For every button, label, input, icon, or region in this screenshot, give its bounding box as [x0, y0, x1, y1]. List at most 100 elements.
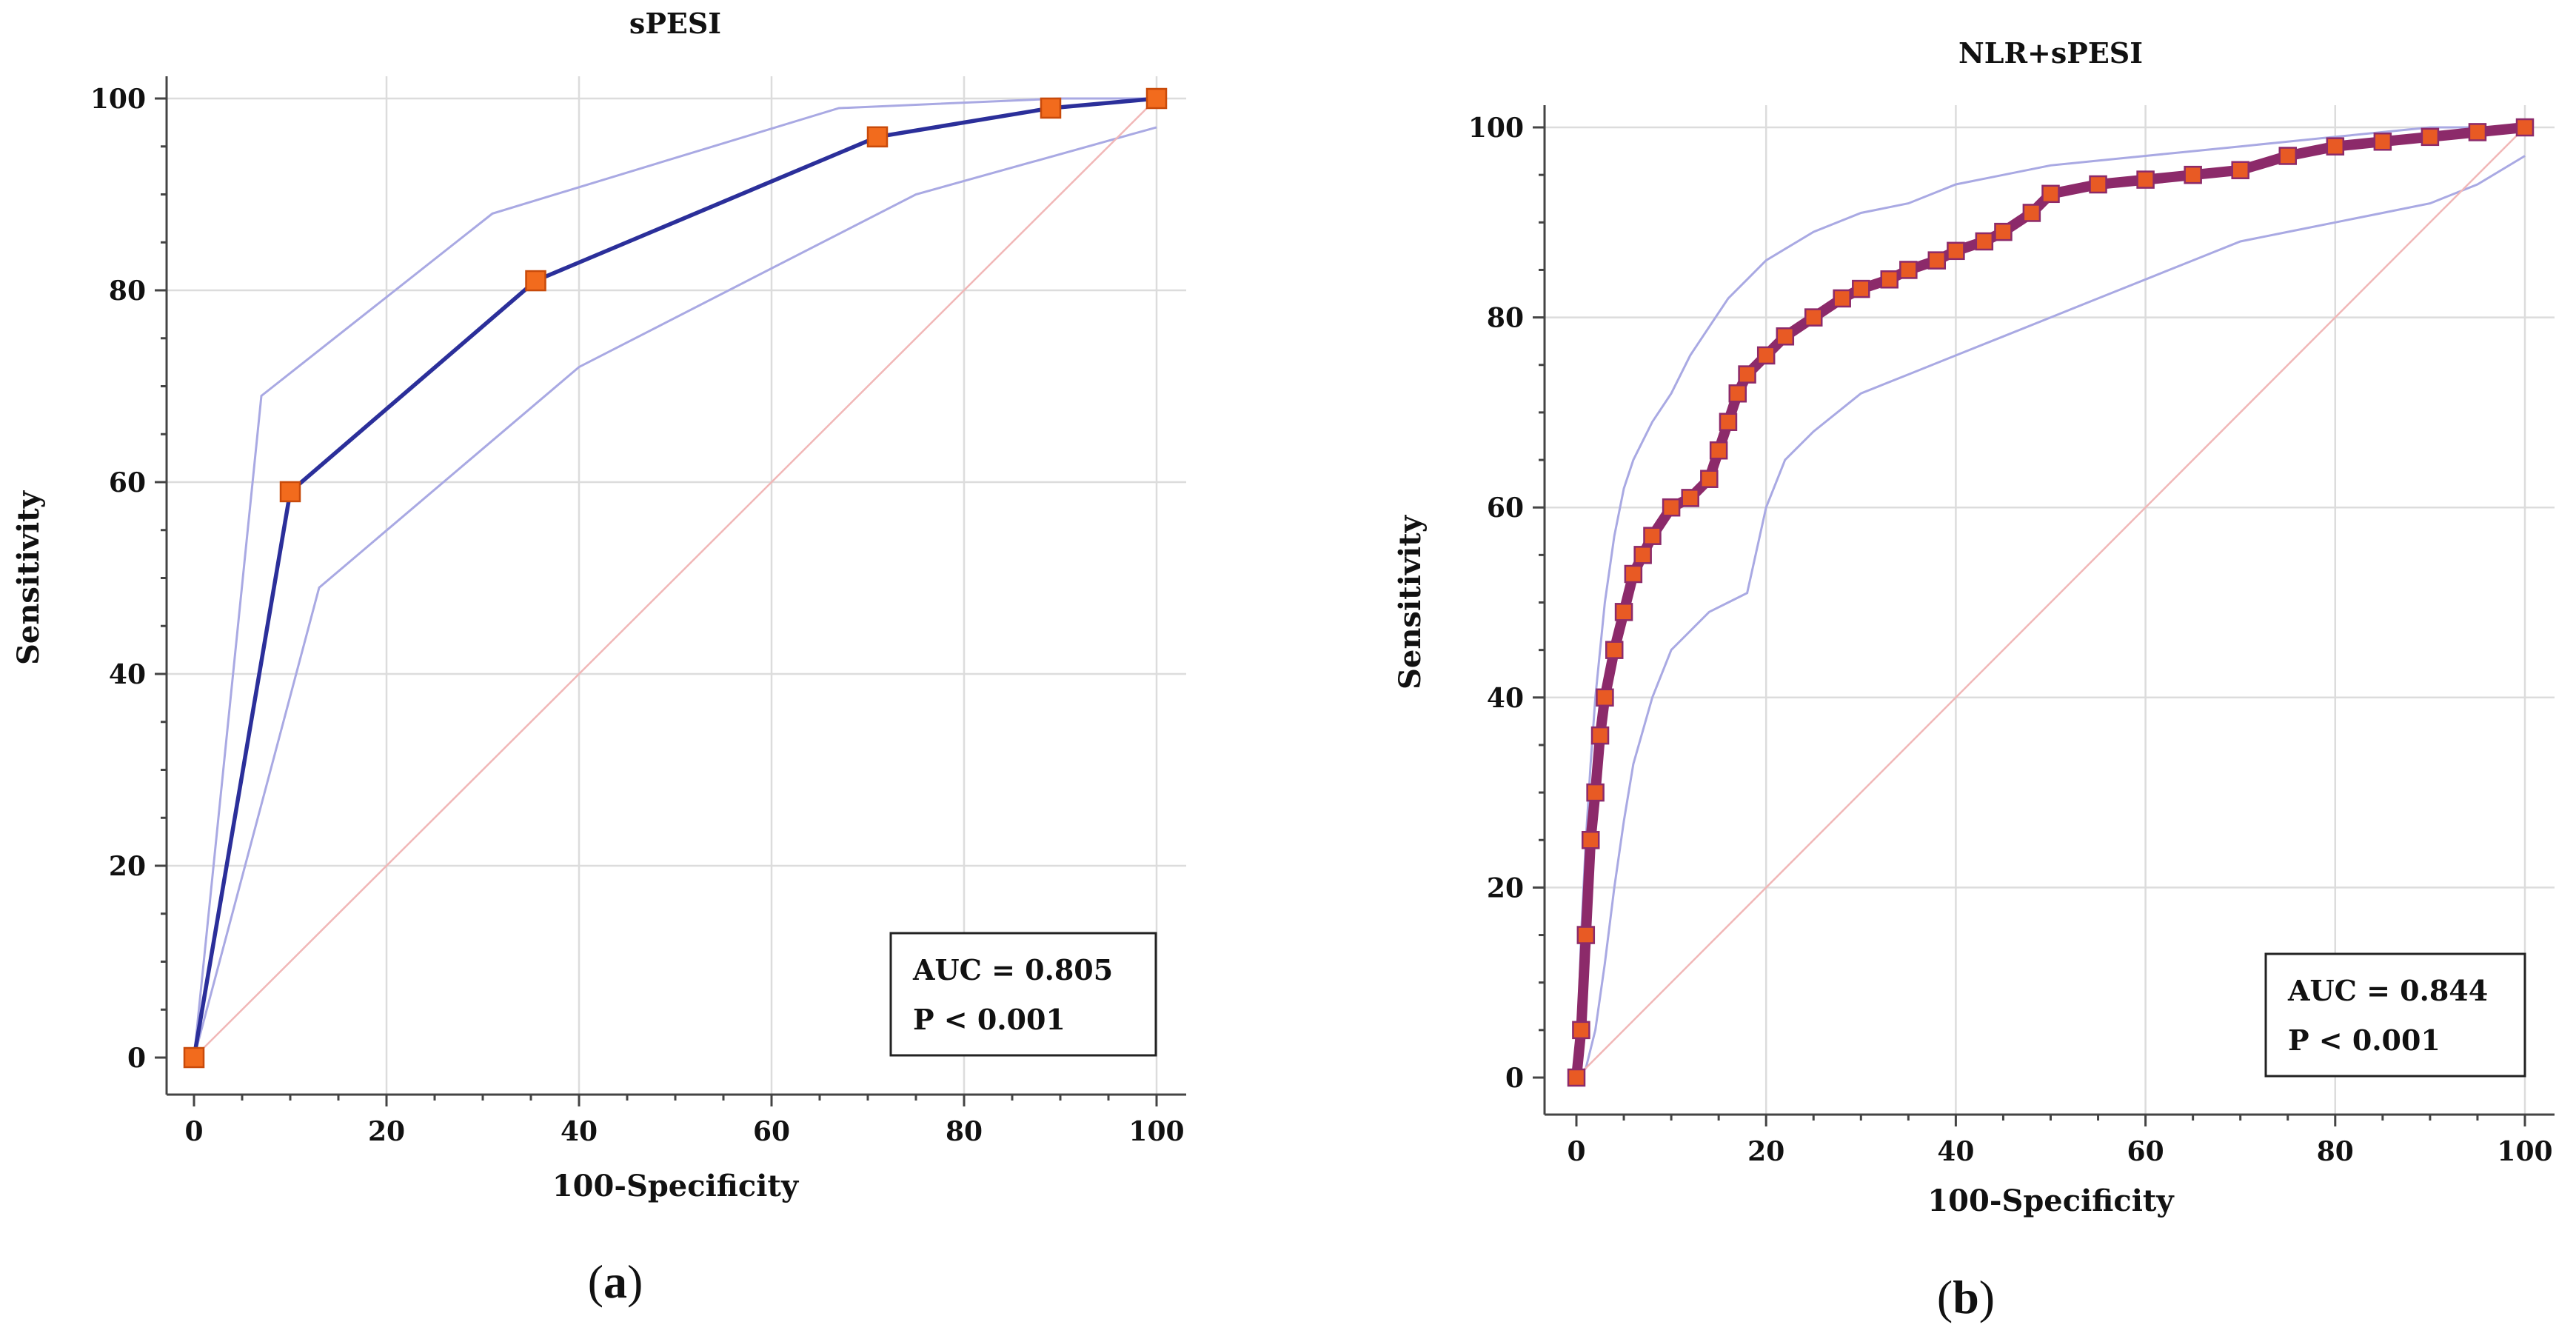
roc-point-marker — [1852, 279, 1870, 298]
roc-point-marker — [2231, 161, 2249, 179]
roc-point-marker — [1927, 251, 1947, 270]
roc-point-marker — [2089, 175, 2107, 194]
roc-point-marker — [1567, 1068, 1586, 1087]
stats-box — [2264, 952, 2526, 1078]
roc-point-marker — [1581, 831, 1600, 849]
roc-point-marker — [1776, 327, 1795, 346]
roc-point-marker — [1633, 546, 1652, 564]
y-tick-label: 100 — [1468, 113, 1524, 144]
y-tick-label: 80 — [109, 276, 146, 307]
y-tick-label: 100 — [90, 84, 146, 115]
y-axis-label: Sensitivity — [1393, 514, 1428, 689]
panel-label: (b) — [1937, 1271, 1995, 1323]
y-tick-label: 60 — [109, 467, 146, 498]
roc-point-marker — [1605, 641, 1624, 659]
x-tick-label: 100 — [1128, 1116, 1184, 1147]
roc-point-marker — [1643, 527, 1662, 545]
roc-point-marker — [1947, 241, 1965, 261]
roc-point-marker — [2278, 147, 2297, 165]
auc-value-text: AUC = 0.805 — [912, 953, 1113, 986]
roc-point-marker — [1709, 441, 1728, 460]
x-tick-label: 60 — [2127, 1136, 2164, 1167]
lower-ci-line — [193, 126, 1157, 1058]
reference-diagonal-line — [1576, 127, 2526, 1078]
y-axis-label: Sensitivity — [11, 490, 46, 665]
roc-point-marker — [1899, 261, 1918, 279]
roc-point-marker — [2326, 137, 2345, 156]
y-tick-label: 60 — [1487, 492, 1524, 524]
panel-label-open-paren: ( — [1937, 1271, 1953, 1323]
y-tick-label: 80 — [1487, 303, 1524, 334]
roc-point-marker — [183, 1046, 205, 1069]
roc-point-marker — [866, 126, 889, 148]
roc-point-marker — [1756, 346, 1776, 365]
roc-point-marker — [1719, 413, 1738, 431]
roc-point-marker — [1700, 470, 1719, 488]
panel-label-open-paren: ( — [588, 1255, 603, 1308]
roc-point-marker — [1662, 498, 1681, 517]
roc-point-marker — [1576, 926, 1596, 944]
p-value-text: P < 0.001 — [913, 1003, 1065, 1036]
roc-point-marker — [1040, 97, 1062, 119]
y-tick-label: 20 — [1487, 872, 1524, 904]
roc-point-marker — [2421, 127, 2440, 147]
x-tick-label: 40 — [561, 1116, 598, 1147]
roc-point-marker — [2468, 123, 2487, 141]
x-tick-label: 20 — [1747, 1136, 1784, 1167]
roc-point-marker — [525, 270, 546, 292]
upper-ci-line — [1575, 126, 2525, 1078]
roc-point-marker — [1145, 87, 1168, 110]
chart-title: sPESI — [629, 7, 721, 40]
panel-label: (a) — [588, 1255, 643, 1308]
y-tick-label: 20 — [109, 851, 146, 882]
x-tick-label: 40 — [1937, 1136, 1974, 1167]
stats-box — [889, 932, 1157, 1057]
reference-diagonal-line — [193, 98, 1157, 1058]
y-tick-label: 0 — [127, 1043, 146, 1074]
panel-label-letter: b — [1953, 1271, 1979, 1323]
roc-point-marker — [1586, 783, 1605, 802]
roc-point-marker — [1880, 270, 1898, 289]
x-tick-label: 0 — [184, 1116, 203, 1147]
p-value-text: P < 0.001 — [2288, 1024, 2440, 1057]
panel-b-chart: 0 20 40 60 80 100 0 20 40 60 80 100 NLR+sPESI 100-Spe… — [1393, 36, 2555, 1323]
roc-point-marker — [1614, 603, 1633, 621]
y-tick-label: 40 — [109, 659, 146, 690]
roc-curve-line — [192, 96, 1159, 1060]
roc-point-marker — [2041, 184, 2060, 204]
roc-point-marker — [2184, 165, 2202, 184]
upper-ci-line — [193, 97, 1157, 1058]
roc-point-marker — [1728, 384, 1747, 403]
panel-a-chart: 0 20 40 60 80 100 0 20 40 60 80 100 sPESI 100-Specifi… — [11, 7, 1186, 1308]
x-tick-label: 0 — [1567, 1136, 1585, 1167]
x-axis-label: 100-Specificity — [552, 1169, 800, 1203]
roc-point-marker — [2022, 204, 2041, 222]
y-tick-label: 40 — [1487, 683, 1524, 714]
roc-point-marker — [1994, 222, 2013, 241]
roc-point-marker — [1596, 688, 1614, 707]
lower-ci-line — [1575, 155, 2526, 1079]
roc-point-marker — [2373, 132, 2392, 151]
x-tick-label: 80 — [946, 1116, 983, 1147]
auc-value-text: AUC = 0.844 — [2287, 974, 2488, 1007]
roc-point-marker — [1833, 289, 1851, 308]
roc-point-marker — [2515, 118, 2535, 137]
panel-label-letter: a — [603, 1255, 627, 1308]
panel-label-close-paren: ) — [627, 1255, 643, 1308]
x-tick-label: 20 — [368, 1116, 405, 1147]
roc-point-marker — [2136, 170, 2155, 189]
roc-point-marker — [279, 481, 301, 503]
roc-point-marker — [1738, 365, 1756, 384]
roc-point-marker — [1624, 564, 1643, 584]
roc-point-marker — [1975, 232, 1994, 251]
panel-label-close-paren: ) — [1979, 1271, 1995, 1323]
roc-point-marker — [1590, 726, 1610, 745]
y-tick-label: 0 — [1505, 1063, 1524, 1094]
x-axis-label: 100-Specificity — [1927, 1183, 2175, 1218]
x-tick-label: 80 — [2317, 1136, 2354, 1167]
roc-point-marker — [1804, 308, 1823, 327]
x-tick-label: 100 — [2497, 1136, 2552, 1167]
roc-point-marker — [1681, 489, 1699, 507]
x-tick-label: 60 — [753, 1116, 790, 1147]
